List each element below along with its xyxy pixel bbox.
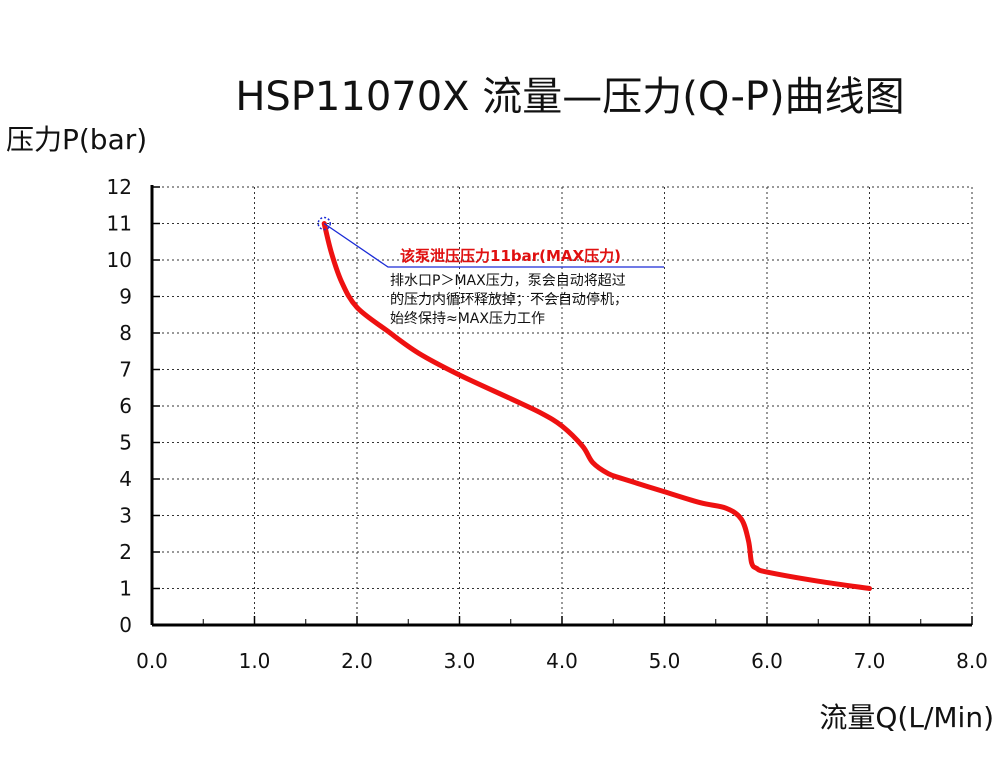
y-tick-label: 9 [119, 285, 132, 309]
y-tick-label: 5 [119, 431, 132, 455]
y-tick-label: 8 [119, 321, 132, 345]
x-tick-label: 8.0 [956, 649, 988, 673]
annotation-line: 的压力内循环释放掉；不会自动停机， [390, 292, 628, 308]
x-axis-label: 流量Q(L/Min) [819, 701, 994, 734]
y-tick-label: 1 [119, 577, 132, 601]
annotation-line: 排水口P＞MAX压力，泵会自动将超过 [390, 273, 626, 289]
annotation-title: 该泵泄压压力11bar(MAX压力) [400, 247, 621, 265]
x-tick-label: 7.0 [854, 649, 886, 673]
pressure-curve [321, 221, 872, 591]
annotation-leader-line [323, 222, 664, 268]
x-tick-label: 5.0 [649, 649, 681, 673]
x-tick-label: 4.0 [546, 649, 578, 673]
y-tick-label: 6 [119, 394, 132, 418]
y-tick-label: 10 [107, 248, 132, 272]
x-tick-label: 3.0 [444, 649, 476, 673]
max-pressure-marker [317, 216, 331, 231]
x-tick-label: 6.0 [751, 649, 783, 673]
annotation-line: 始终保持≈MAX压力工作 [390, 311, 545, 327]
y-tick-label: 0 [119, 613, 132, 637]
chart-title: HSP11070X 流量—压力(Q-P)曲线图 [235, 74, 905, 120]
y-tick-label: 11 [107, 212, 132, 236]
x-tick-label: 1.0 [239, 649, 271, 673]
annotation-text: 排水口P＞MAX压力，泵会自动将超过 的压力内循环释放掉；不会自动停机， 始终保… [390, 272, 690, 329]
x-tick-label: 0.0 [136, 649, 168, 673]
y-tick-label: 4 [119, 467, 132, 491]
y-tick-label: 3 [119, 504, 132, 528]
x-tick-label: 2.0 [341, 649, 373, 673]
y-tick-label: 7 [119, 358, 132, 382]
y-tick-label: 2 [119, 540, 132, 564]
y-axis-label: 压力P(bar) [6, 123, 148, 156]
y-tick-label: 12 [107, 175, 132, 199]
